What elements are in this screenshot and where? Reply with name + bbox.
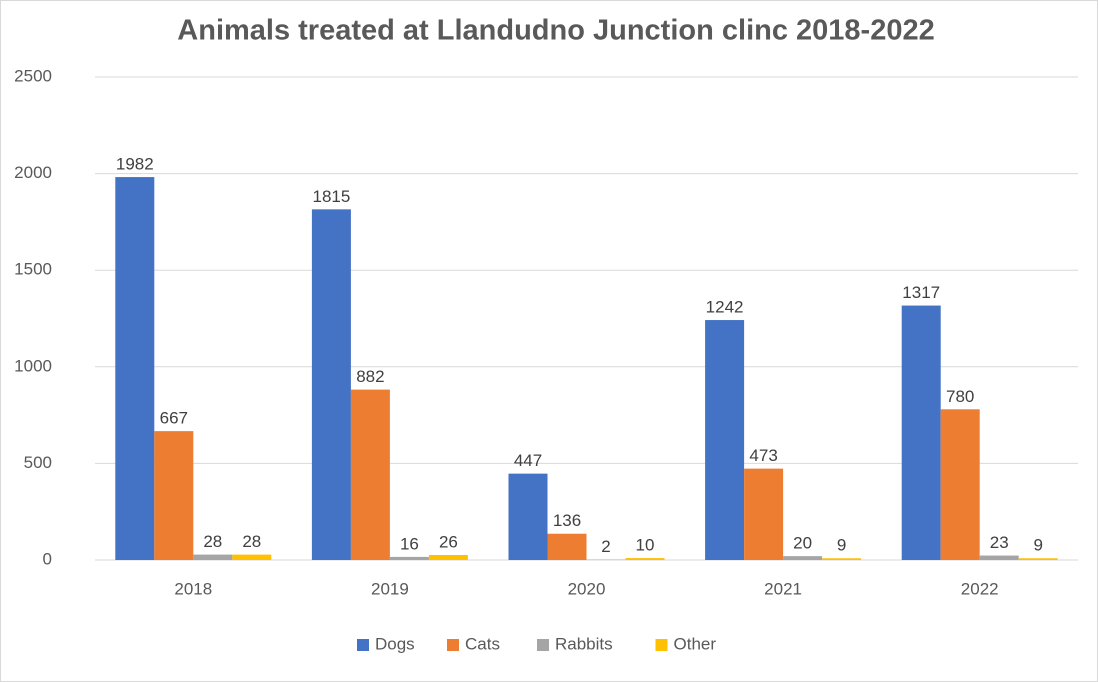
- bar: [154, 431, 194, 560]
- bar: [940, 409, 980, 560]
- data-label: 28: [203, 532, 222, 551]
- data-label: 1242: [706, 298, 744, 317]
- data-label: 9: [837, 536, 846, 555]
- data-label: 473: [749, 446, 777, 465]
- bar: [311, 209, 351, 561]
- bar: [389, 556, 429, 560]
- data-label: 1982: [116, 155, 154, 174]
- y-tick-label: 1500: [14, 260, 52, 279]
- bar: [705, 320, 745, 560]
- bar: [744, 468, 784, 560]
- bar: [822, 558, 862, 560]
- bar: [428, 554, 468, 560]
- x-tick-label: 2020: [568, 579, 606, 598]
- y-tick-label: 1000: [14, 356, 52, 375]
- legend-label: Rabbits: [555, 634, 613, 653]
- legend-label: Cats: [465, 634, 500, 653]
- bar: [547, 533, 587, 560]
- bar: [901, 305, 941, 560]
- data-label: 9: [1033, 536, 1042, 555]
- x-tick-label: 2021: [764, 579, 802, 598]
- bar: [350, 389, 390, 560]
- data-label: 10: [636, 536, 655, 555]
- y-tick-label: 2500: [14, 66, 52, 85]
- data-label: 136: [553, 511, 581, 530]
- x-tick-label: 2022: [961, 579, 999, 598]
- bar: [193, 554, 233, 560]
- data-label: 20: [793, 534, 812, 553]
- data-label: 28: [242, 532, 261, 551]
- chart-title: Animals treated at Llandudno Junction cl…: [177, 15, 934, 47]
- data-label: 1815: [312, 187, 350, 206]
- data-label: 667: [160, 409, 188, 428]
- bar: [508, 473, 548, 560]
- data-label: 16: [400, 534, 419, 553]
- data-label: 23: [990, 533, 1009, 552]
- data-label: 1317: [902, 283, 940, 302]
- bar: [1018, 558, 1058, 560]
- data-label: 26: [439, 532, 458, 551]
- legend-swatch: [357, 639, 369, 651]
- x-tick-label: 2019: [371, 579, 409, 598]
- legend-swatch: [537, 639, 549, 651]
- bar: [115, 177, 155, 560]
- bar: [625, 558, 665, 560]
- bar: [979, 555, 1019, 560]
- bar: [783, 556, 823, 560]
- data-label: 882: [356, 367, 384, 386]
- y-tick-label: 2000: [14, 163, 52, 182]
- legend-label: Dogs: [375, 634, 415, 653]
- data-label: 447: [514, 451, 542, 470]
- legend-swatch: [655, 639, 668, 651]
- data-label: 2: [601, 537, 610, 556]
- y-tick-label: 0: [43, 549, 52, 568]
- legend-swatch: [447, 639, 459, 651]
- legend-label: Other: [674, 634, 717, 653]
- y-tick-label: 500: [24, 453, 52, 472]
- x-tick-label: 2018: [174, 579, 212, 598]
- data-label: 780: [946, 387, 974, 406]
- bar: [232, 554, 272, 560]
